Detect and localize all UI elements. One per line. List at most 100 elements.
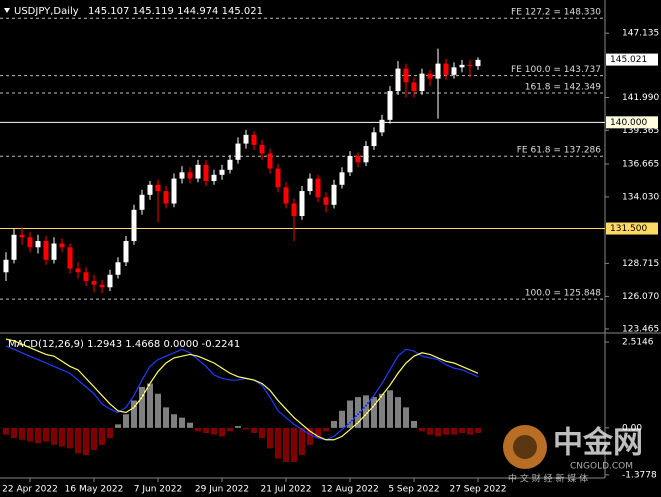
- level-badge: [606, 222, 658, 235]
- x-tick-label: 29 Jun 2022: [195, 485, 249, 495]
- macd-line: [5, 345, 479, 441]
- candle-body: [83, 272, 89, 282]
- y-tick-label: 134.030: [622, 192, 659, 202]
- candle-body: [227, 159, 233, 170]
- candle-body: [403, 68, 409, 83]
- level-badge: [606, 116, 658, 129]
- candle-body: [275, 168, 281, 188]
- x-tick-label: 16 May 2022: [65, 485, 124, 495]
- level-label: 131.500: [610, 224, 647, 234]
- candle-body: [435, 63, 441, 79]
- candle-body: [419, 73, 425, 92]
- y-tick-label: 0.00: [622, 423, 642, 433]
- y-tick-label: 136.665: [622, 160, 659, 170]
- y-tick-label: -1.3778: [622, 470, 657, 480]
- candle-body: [107, 274, 113, 288]
- candle-body: [43, 241, 49, 260]
- level-label: 161.8 = 142.349: [525, 82, 602, 92]
- brand: 中金网: [553, 426, 643, 461]
- site: CNGOLD.COM: [570, 462, 633, 472]
- level-label: FE 127.2 = 148.330: [511, 8, 601, 18]
- quote: 145.107 145.119 144.974 145.021: [88, 6, 263, 17]
- logo: [503, 425, 547, 469]
- y-tick-label: 147.135: [622, 29, 659, 39]
- candle-body: [427, 73, 433, 79]
- candle-body: [475, 59, 481, 67]
- candle-body: [363, 146, 369, 163]
- y-tick-label: 128.715: [622, 259, 659, 269]
- x-tick-label: 7 Jun 2022: [134, 485, 182, 495]
- candle-body: [291, 203, 297, 217]
- candle-body: [211, 174, 217, 182]
- candle-body: [171, 178, 177, 204]
- price-badge: [606, 53, 658, 66]
- candle-body: [203, 164, 209, 182]
- candle-body: [11, 234, 17, 260]
- candle-body: [27, 237, 33, 248]
- watermark: 中金网 CNGOLD.COM 中 文 财 经 新 媒 体: [503, 425, 643, 485]
- logo: [513, 435, 537, 459]
- candle-body: [395, 68, 401, 92]
- level-label: FE 61.8 = 137.286: [517, 146, 602, 156]
- candle-body: [331, 184, 337, 205]
- candle-body: [155, 184, 161, 192]
- candle-body: [35, 241, 41, 248]
- candle-body: [219, 169, 225, 175]
- candle-body: [451, 67, 457, 75]
- y-tick-label: 2.5146: [622, 338, 654, 348]
- candle-body: [75, 268, 81, 273]
- candle-body: [131, 209, 137, 242]
- candle-body: [339, 172, 345, 185]
- candle-body: [99, 284, 105, 288]
- candle-body: [355, 156, 361, 163]
- candle-body: [347, 156, 353, 173]
- candle-body: [387, 91, 393, 120]
- candle-body: [243, 134, 249, 144]
- candle-body: [467, 64, 473, 67]
- candle-body: [139, 194, 145, 210]
- candle-body: [251, 134, 257, 145]
- y-tick-label: 126.070: [622, 292, 659, 302]
- candle-body: [315, 178, 321, 198]
- symbol: USDJPY,Daily: [14, 6, 79, 17]
- slogan: 中 文 财 经 新 媒 体: [508, 473, 588, 485]
- candle-body: [307, 178, 313, 192]
- x-tick-label: 12 Aug 2022: [321, 485, 379, 495]
- candle-body: [411, 82, 417, 92]
- candle-body: [187, 172, 193, 179]
- price-label: 145.021: [610, 55, 647, 65]
- candle-body: [163, 191, 169, 204]
- candle-body: [3, 259, 9, 273]
- candle-body: [267, 153, 273, 169]
- level-label: FE 100.0 = 143.737: [511, 65, 601, 75]
- candle-body: [379, 119, 385, 133]
- candle-body: [371, 132, 377, 147]
- candle-body: [115, 262, 121, 275]
- y-tick-label: 123.465: [622, 324, 659, 334]
- candle-body: [259, 144, 265, 154]
- candle-body: [179, 172, 185, 179]
- x-tick-label: 21 Jul 2022: [261, 485, 312, 495]
- candle-body: [195, 164, 201, 179]
- y-tick-label: 139.365: [622, 126, 659, 136]
- candle-body: [443, 63, 449, 75]
- candle-body: [283, 187, 289, 204]
- y-tick-label: 141.990: [622, 93, 659, 103]
- candle-body: [299, 191, 305, 217]
- candle-body: [51, 243, 57, 260]
- macd-line: [5, 338, 479, 441]
- candle-body: [459, 64, 465, 68]
- macd-title: MACD(12,26,9) 1.2943 1.4668 0.0000 -0.22…: [8, 339, 240, 350]
- candle-body: [19, 234, 25, 238]
- candle-body: [235, 143, 241, 160]
- candle-body: [59, 243, 65, 248]
- level-label: 100.0 = 125.848: [525, 289, 602, 299]
- candle-body: [323, 197, 329, 205]
- x-tick-label: 22 Apr 2022: [2, 485, 58, 495]
- level-label: 140.000: [610, 118, 647, 128]
- candle-body: [67, 247, 73, 269]
- candle-body: [123, 241, 129, 263]
- candle-body: [147, 184, 153, 195]
